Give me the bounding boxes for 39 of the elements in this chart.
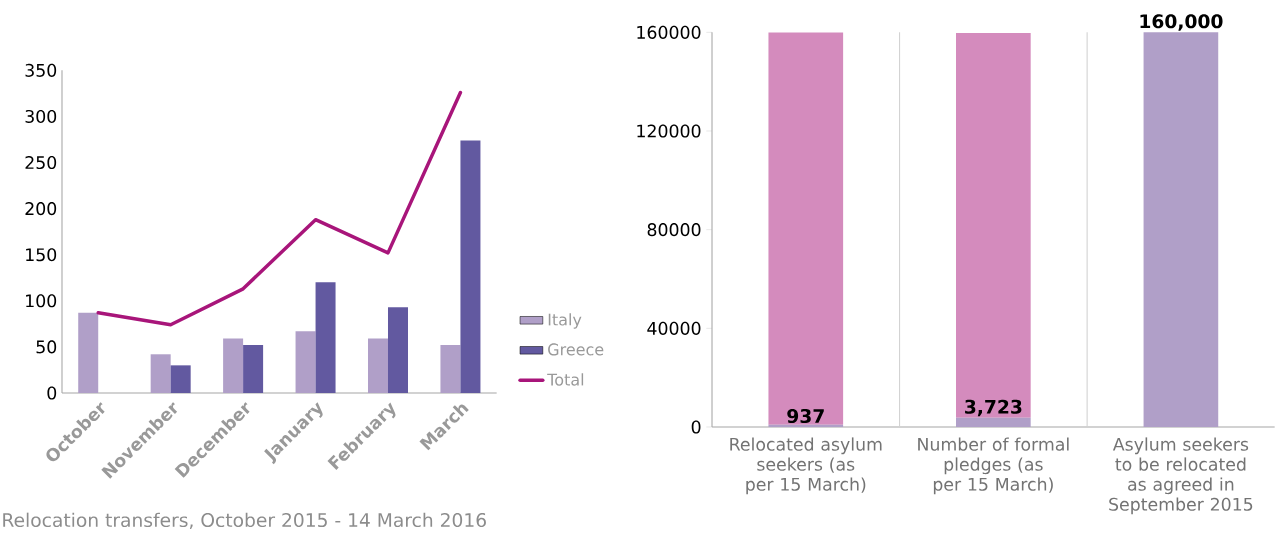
bar [223,338,244,393]
y-tick-label: 300 [25,109,57,123]
y-tick-label: 100 [26,294,57,308]
bar [388,307,408,393]
y-tick-label: 160000 [637,25,701,39]
text: Relocation transfers, October 2015 - 14 March 2016 [3,512,486,530]
bar [956,33,1031,418]
bar [368,338,388,393]
x-tick-label: Asylum seekers to be relocated as agreed in September 2015 [1109,437,1253,515]
y-tick-label: 200 [25,202,57,216]
bar [460,140,481,393]
y-tick-label: 0 [691,420,701,434]
bar [150,354,171,393]
y-tick-label: 350 [25,63,57,77]
x-tick-label: Number of formal pledges (as per 15 March) [918,437,1069,495]
bar [1143,32,1219,427]
data-label: 937 [787,408,824,424]
x-tick-label: Relocated asylum seekers (as per 15 March) [730,437,882,495]
bar [295,331,316,393]
bar [243,345,264,393]
y-tick-label: 80000 [647,223,701,237]
y-tick-label: 50 [36,340,57,354]
data-label: 160,000 [1140,14,1223,31]
legend-label: Total [547,373,584,386]
bar [170,365,191,393]
line-series [96,90,463,327]
bar [956,417,1031,427]
bar [768,32,844,425]
bar [440,345,461,393]
y-tick-label: 150 [26,248,57,262]
legend-label: Greece [548,343,604,356]
bar [315,282,336,393]
y-tick-label: 120000 [637,124,701,138]
legend-label: Italy [548,313,582,329]
data-label: 3,723 [965,399,1022,417]
y-tick-label: 250 [25,155,57,170]
bar [78,312,99,393]
y-tick-label: 0 [47,386,57,400]
y-tick-label: 40000 [647,321,701,335]
